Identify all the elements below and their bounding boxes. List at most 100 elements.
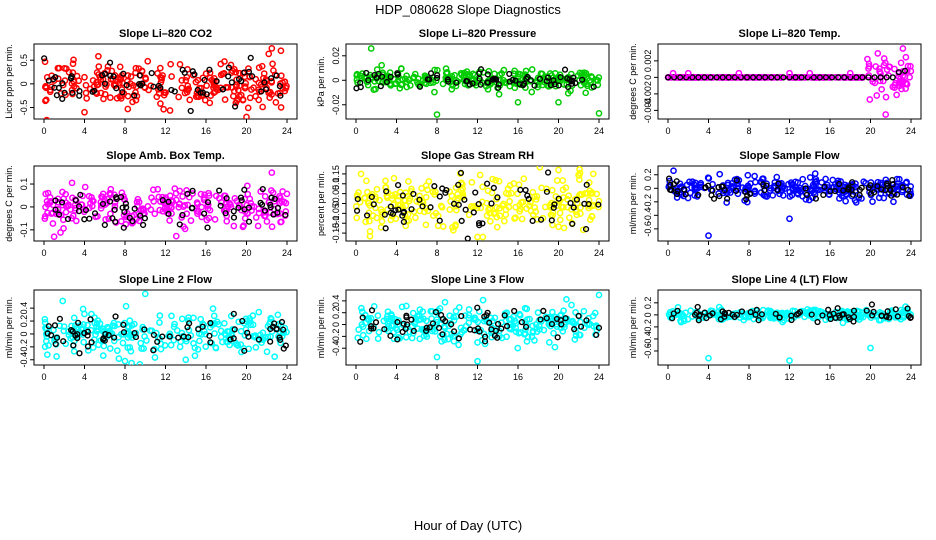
reference-point [701, 74, 708, 81]
reference-point [570, 204, 577, 211]
reference-point [247, 54, 254, 61]
data-point [233, 341, 240, 348]
data-point [586, 216, 594, 223]
reference-point [863, 307, 870, 314]
data-point [44, 209, 51, 217]
reference-point [743, 196, 750, 203]
data-point [120, 211, 128, 219]
reference-point [743, 74, 751, 81]
x-tick-label: 16 [825, 248, 835, 258]
data-point [43, 351, 51, 359]
reference-point [553, 315, 561, 323]
data-point [877, 179, 884, 187]
reference-point [906, 192, 913, 200]
reference-point [464, 235, 471, 241]
data-point [744, 171, 752, 179]
data-point [397, 65, 405, 72]
data-point [559, 327, 567, 335]
reference-point [536, 75, 544, 82]
y-tick-label: 0.002 [643, 50, 653, 73]
reference-point [721, 310, 728, 318]
reference-point [225, 64, 233, 71]
data-point [209, 305, 217, 312]
data-point [479, 183, 486, 191]
reference-point [353, 207, 361, 214]
x-tick-label: 20 [241, 248, 251, 258]
reference-point [731, 74, 738, 81]
reference-point [400, 218, 407, 225]
reference-point [567, 199, 574, 207]
y-tick-label: -0.2 [643, 194, 653, 210]
data-point [120, 193, 127, 200]
data-point [70, 347, 78, 355]
reference-point [495, 81, 502, 88]
outlier-point [846, 69, 854, 77]
data-point [904, 62, 912, 70]
reference-point [101, 80, 109, 87]
data-point [546, 203, 554, 211]
reference-point [475, 200, 482, 208]
data-point [897, 59, 905, 67]
reference-point [426, 324, 433, 331]
x-tick-label: 16 [513, 126, 523, 136]
reference-point [159, 197, 166, 204]
reference-point [67, 74, 75, 81]
reference-point [458, 217, 465, 224]
reference-point [474, 325, 482, 332]
y-tick-label: -0.2 [331, 329, 341, 345]
reference-point [525, 195, 532, 203]
data-point [373, 185, 381, 193]
data-point [203, 82, 210, 89]
data-point [60, 323, 68, 330]
y-axis-label: ml/min per min. [4, 297, 14, 359]
reference-point [225, 73, 232, 80]
data-point [42, 96, 50, 104]
data-point [572, 309, 579, 316]
reference-point [742, 188, 749, 195]
data-point [69, 212, 77, 220]
reference-point [137, 212, 144, 219]
data-point [694, 185, 701, 192]
reference-point [237, 194, 245, 201]
data-point [697, 74, 705, 81]
data-point [53, 353, 60, 360]
reference-point [464, 78, 471, 85]
data-point [764, 74, 772, 81]
data-point [355, 189, 362, 196]
data-point [43, 198, 51, 205]
reference-point [84, 343, 92, 350]
data-point [854, 74, 862, 81]
data-point [95, 341, 102, 349]
plot-frame [345, 165, 610, 242]
data-point [178, 77, 186, 84]
data-point [42, 82, 50, 90]
reference-point [165, 198, 172, 205]
data-point [580, 307, 588, 315]
x-tick-label: 24 [282, 248, 292, 258]
reference-point [123, 82, 130, 89]
data-point [228, 69, 235, 76]
reference-point [223, 195, 230, 202]
data-point [93, 69, 101, 76]
reference-point [72, 197, 79, 204]
data-point [449, 226, 457, 234]
data-point [378, 61, 386, 69]
reference-point [74, 331, 81, 338]
data-point [443, 330, 451, 338]
x-tick-label: 0 [41, 372, 46, 382]
reference-point [481, 313, 488, 320]
x-tick-label: 4 [82, 126, 87, 136]
data-point [99, 352, 107, 359]
reference-point [408, 206, 415, 213]
data-point [272, 99, 280, 106]
reference-point [368, 193, 375, 201]
data-point [43, 116, 50, 119]
data-point [564, 89, 572, 97]
data-point [137, 339, 145, 347]
data-point [199, 320, 206, 328]
data-point [442, 65, 450, 72]
scatter-points [665, 301, 914, 364]
data-point [217, 60, 225, 68]
data-point [156, 206, 164, 214]
data-point [155, 193, 163, 201]
